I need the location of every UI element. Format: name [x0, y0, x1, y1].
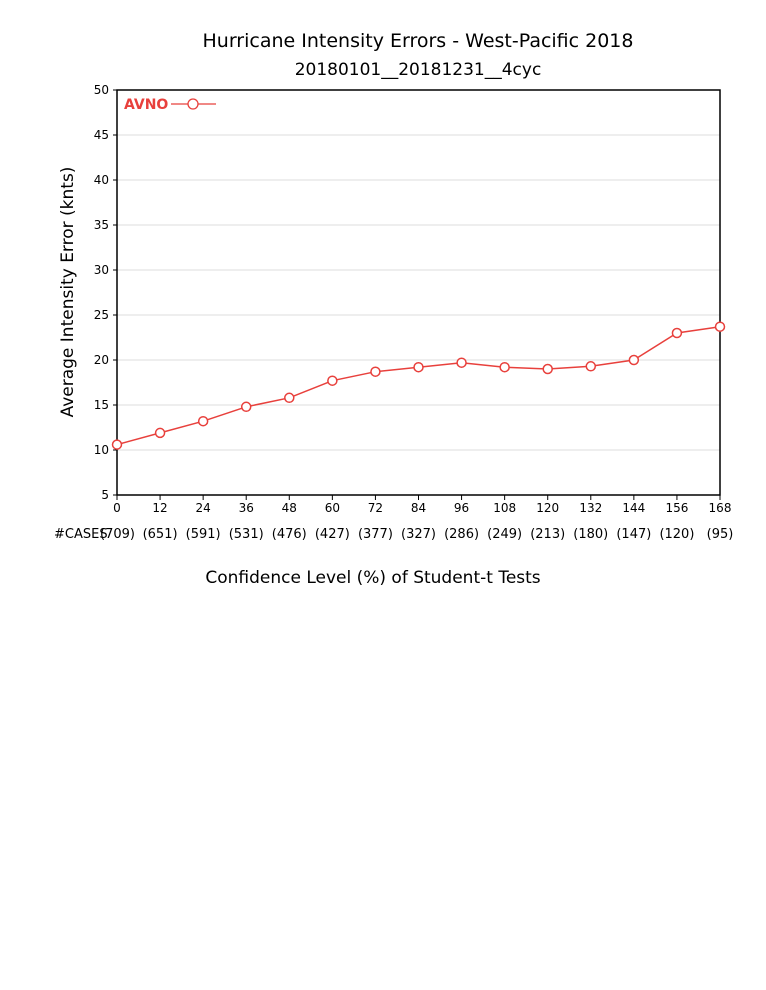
legend-marker	[187, 98, 199, 110]
x-tick-label: 60	[325, 501, 340, 515]
y-tick-label: 35	[94, 218, 109, 232]
y-tick-label: 30	[94, 263, 109, 277]
data-point	[284, 392, 295, 404]
cases-count: (180)	[573, 527, 608, 542]
y-tick-label: 50	[94, 83, 109, 97]
cases-count: (427)	[315, 527, 350, 542]
data-point	[327, 375, 338, 386]
data-point	[197, 415, 209, 427]
data-point	[499, 361, 510, 373]
legend-label: AVNO	[124, 97, 168, 113]
x-tick-label: 108	[493, 501, 516, 515]
y-tick-label: 10	[94, 443, 109, 457]
x-tick-label: 12	[152, 501, 167, 515]
legend: AVNO	[124, 97, 216, 113]
data-point	[370, 366, 381, 377]
cases-count: (327)	[401, 527, 436, 542]
cases-count: (591)	[186, 527, 221, 542]
data-point	[413, 361, 424, 373]
x-tick-label: 36	[239, 501, 254, 515]
data-point	[585, 361, 597, 372]
chart-title: Hurricane Intensity Errors - West-Pacifi…	[203, 30, 634, 52]
y-tick-label: 5	[101, 488, 109, 502]
x-tick-label: 144	[622, 501, 645, 515]
cases-count: (95)	[707, 527, 734, 542]
data-point	[542, 363, 553, 375]
x-tick-label: 0	[113, 501, 121, 515]
y-tick-label: 25	[94, 308, 109, 322]
chart-subtitle: 20180101__20181231__4cyc	[295, 60, 542, 80]
plot-frame	[116, 89, 721, 496]
x-tick-label: 168	[709, 501, 732, 515]
cases-count: (476)	[272, 527, 307, 542]
grid	[117, 134, 720, 451]
x-axis-ticks: 0 12 24 36 48 60 72 84 96 108 120 132 144 156 168	[113, 495, 731, 515]
data-point	[714, 321, 726, 332]
y-tick-label: 40	[94, 173, 109, 187]
series	[111, 321, 726, 450]
x-tick-label: 24	[196, 501, 211, 515]
x-axis-label: Confidence Level (%) of Student-t Tests	[205, 568, 540, 588]
y-tick-label: 45	[94, 128, 109, 142]
cases-count: (249)	[487, 527, 522, 542]
cases-count: (120)	[659, 527, 694, 542]
cases-count: (213)	[530, 527, 565, 542]
y-tick-label: 15	[94, 398, 109, 412]
x-tick-label: 84	[411, 501, 426, 515]
data-point	[111, 439, 123, 450]
data-point	[628, 354, 640, 366]
x-tick-label: 132	[579, 501, 602, 515]
x-tick-label: 120	[536, 501, 559, 515]
y-axis-ticks: 5 10 15 20 25 30 35 40 45 50	[94, 83, 117, 502]
x-tick-label: 156	[665, 501, 688, 515]
series-line	[116, 325, 721, 446]
data-point	[240, 401, 252, 413]
cases-count: (531)	[229, 527, 264, 542]
cases-count: (147)	[616, 527, 651, 542]
data-point	[671, 327, 683, 339]
y-tick-label: 20	[94, 353, 109, 367]
x-tick-label: 96	[454, 501, 469, 515]
data-point	[456, 357, 467, 368]
cases-row: #CASES(709) (651) (591) (531) (476) (427) (377…	[54, 527, 733, 542]
x-tick-label: 72	[368, 501, 383, 515]
data-point	[154, 427, 166, 439]
x-tick-label: 48	[282, 501, 297, 515]
cases-count: (651)	[143, 527, 178, 542]
cases-count: (709)	[100, 527, 135, 542]
cases-count: (377)	[358, 527, 393, 542]
y-axis-label: Average Intensity Error (knts)	[58, 167, 78, 418]
cases-count: (286)	[444, 527, 479, 542]
cases-label: #CASES	[54, 527, 108, 542]
